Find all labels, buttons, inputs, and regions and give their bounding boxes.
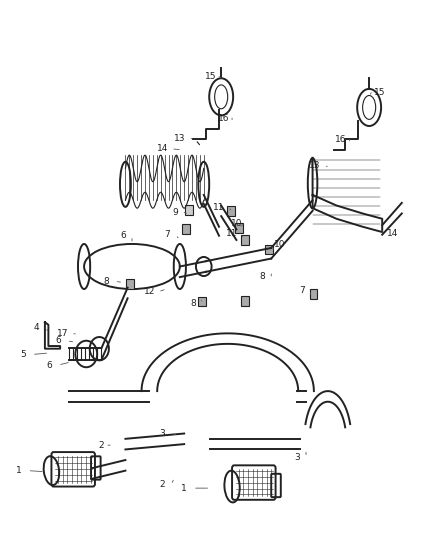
FancyBboxPatch shape: [235, 223, 243, 232]
Text: 16: 16: [218, 114, 229, 123]
Text: 13: 13: [309, 161, 321, 170]
Text: 2: 2: [159, 480, 165, 489]
Text: 8: 8: [103, 277, 109, 286]
Text: 16: 16: [335, 135, 346, 144]
Text: 12: 12: [144, 287, 155, 296]
FancyBboxPatch shape: [126, 279, 134, 289]
FancyBboxPatch shape: [183, 224, 190, 233]
Text: 5: 5: [20, 350, 26, 359]
Text: 7: 7: [164, 230, 170, 239]
Text: 10: 10: [231, 219, 242, 228]
FancyBboxPatch shape: [241, 296, 249, 306]
Text: 10: 10: [274, 240, 286, 249]
Text: 2: 2: [99, 441, 104, 450]
Text: 8: 8: [260, 271, 265, 280]
FancyBboxPatch shape: [185, 205, 193, 215]
Text: 14: 14: [387, 229, 399, 238]
Text: 6: 6: [46, 361, 52, 369]
Text: 13: 13: [174, 134, 186, 143]
Text: 1: 1: [181, 483, 187, 492]
Text: 3: 3: [159, 429, 165, 438]
Text: 8: 8: [190, 299, 196, 308]
FancyBboxPatch shape: [241, 235, 249, 245]
Text: 9: 9: [173, 208, 178, 217]
Text: 15: 15: [374, 88, 386, 97]
Text: 6: 6: [55, 336, 61, 345]
Text: 11: 11: [213, 203, 225, 212]
Text: 17: 17: [57, 329, 68, 338]
Text: 14: 14: [157, 144, 168, 154]
Text: 1: 1: [16, 466, 21, 475]
Text: 6: 6: [120, 231, 126, 240]
FancyBboxPatch shape: [198, 297, 205, 306]
Text: 15: 15: [205, 72, 216, 81]
FancyBboxPatch shape: [227, 206, 235, 216]
Text: 4: 4: [33, 323, 39, 332]
Text: 3: 3: [294, 453, 300, 462]
Text: 7: 7: [299, 286, 304, 295]
FancyBboxPatch shape: [310, 289, 318, 299]
Text: 11: 11: [226, 229, 238, 238]
FancyBboxPatch shape: [265, 245, 273, 254]
